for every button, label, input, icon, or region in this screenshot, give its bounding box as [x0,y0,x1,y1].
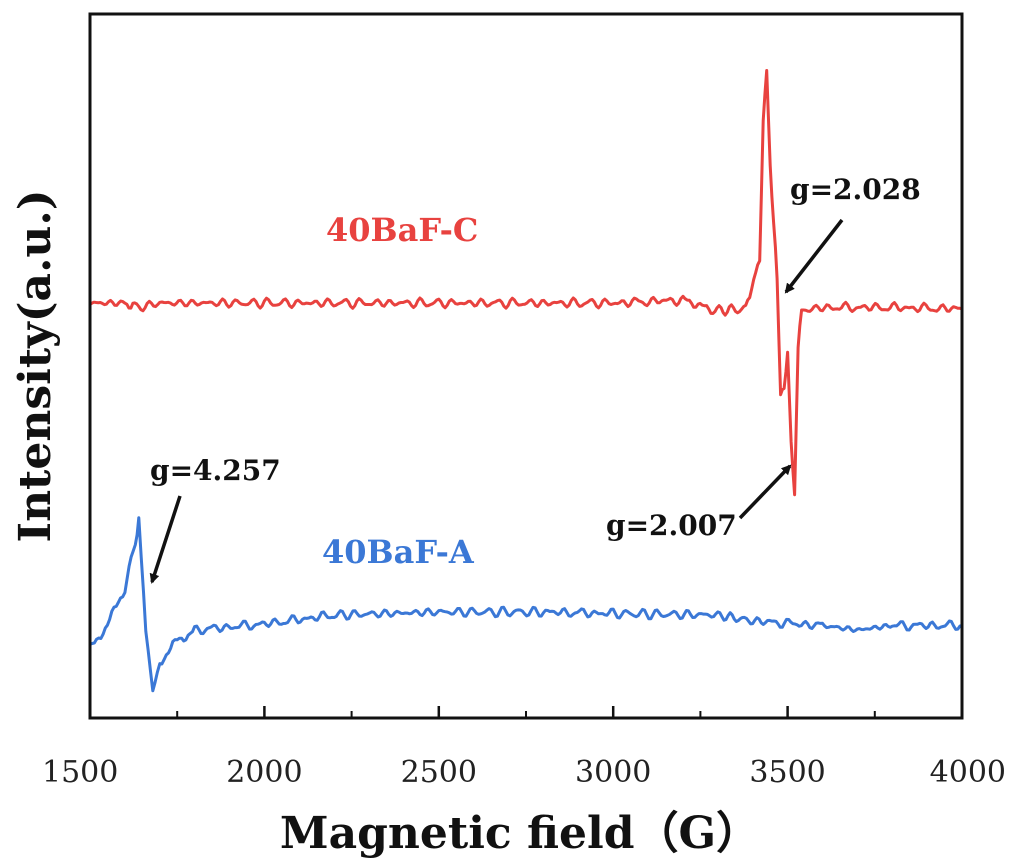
annotation-arrow-g-2-007 [738,464,792,520]
x-tick-label: 2500 [401,755,477,790]
x-tick-label: 4000 [930,755,1006,790]
x-tick-label: 1500 [42,755,118,790]
x-axis-tick-labels: 1500 2000 2500 3000 3500 4000 [42,755,1006,790]
x-tick-label: 3500 [749,755,825,790]
x-tick-label: 3000 [575,755,651,790]
series-line-40baf-c [89,69,963,497]
y-axis-label: Intensity(a.u.) [10,189,61,542]
annotation-g-2-028: g=2.028 [790,173,921,206]
series-label-40baf-c: 40BaF-C [326,211,478,249]
annotation-g-4-257: g=4.257 [150,454,281,487]
x-axis-label: Magnetic field（G） [280,808,760,859]
x-axis-ticks [88,706,964,718]
series-line-40baf-a [89,516,963,693]
annotation-arrow-g-2-028 [784,218,844,294]
annotation-g-2-007: g=2.007 [606,509,737,542]
annotation-arrow-g-4-257 [149,495,182,584]
plot-area [89,69,963,693]
x-tick-label: 2000 [226,755,302,790]
series-label-40baf-a: 40BaF-A [322,533,475,571]
plot-frame [88,12,964,720]
